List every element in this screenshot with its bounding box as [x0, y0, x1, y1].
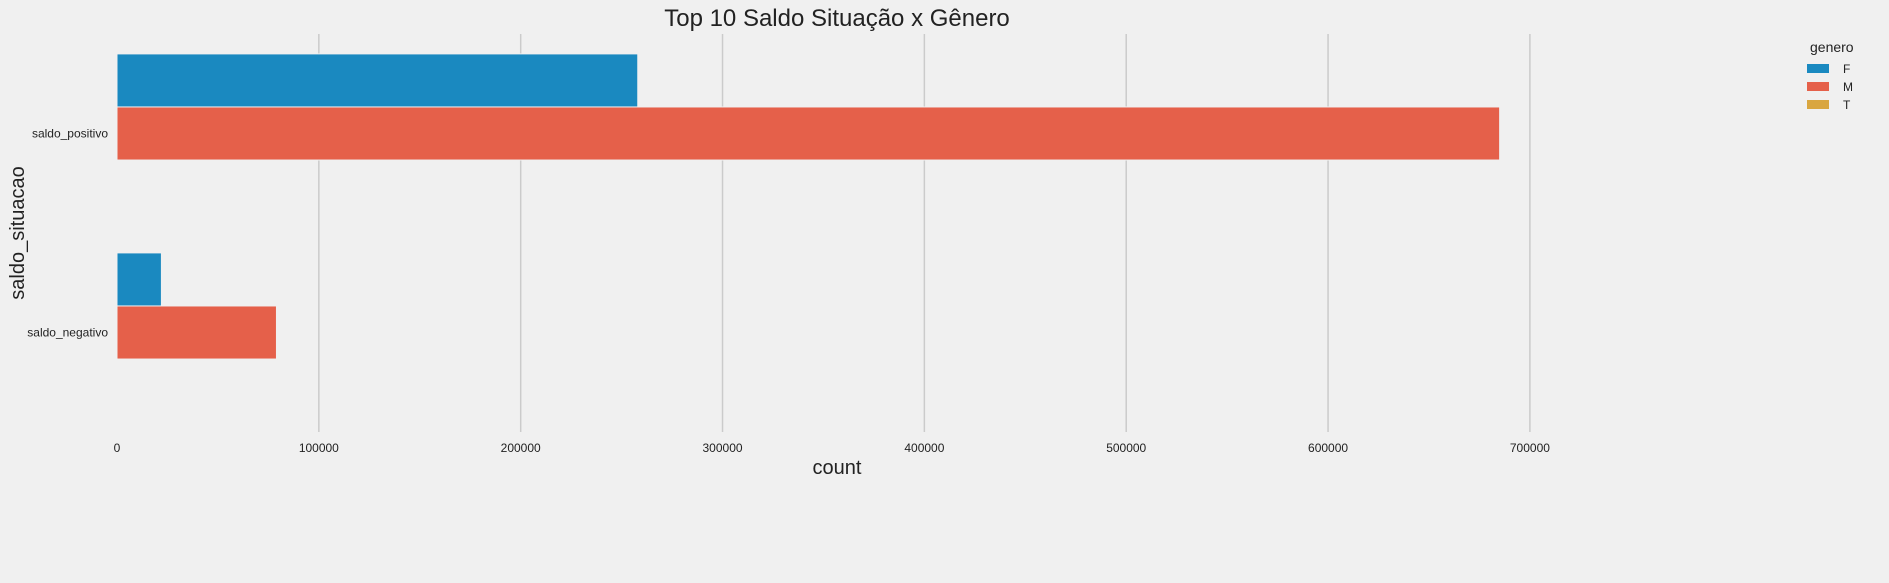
- legend-label: M: [1843, 80, 1853, 94]
- bar-M-saldo_positivo: [116, 106, 1501, 161]
- x-axis-label: count: [813, 457, 862, 479]
- legend-label: F: [1843, 62, 1850, 76]
- x-tick-labels: 0 100000 200000 300000 400000 500000 600000 700…: [114, 441, 1551, 455]
- y-tick-labels: saldo_positivo saldo_negativo: [27, 127, 108, 340]
- bar-M-saldo_negativo: [116, 305, 277, 360]
- x-tick-label: 400000: [904, 441, 944, 455]
- bars: [116, 53, 1501, 360]
- legend-swatch: [1807, 82, 1829, 91]
- x-tick-label: 200000: [501, 441, 541, 455]
- x-tick-label: 0: [114, 441, 121, 455]
- x-tick-label: 300000: [703, 441, 743, 455]
- x-tick-label: 100000: [299, 441, 339, 455]
- y-tick-label: saldo_negativo: [27, 326, 108, 340]
- x-tick-label: 700000: [1510, 441, 1550, 455]
- y-axis-label: saldo_situacao: [7, 166, 29, 299]
- bar-F-saldo_positivo: [116, 53, 639, 108]
- legend-swatch: [1807, 64, 1829, 73]
- legend-title: genero: [1810, 39, 1854, 55]
- x-tick-label: 600000: [1308, 441, 1348, 455]
- legend-swatch: [1807, 100, 1829, 109]
- legend: genero FMT: [1807, 39, 1854, 112]
- y-tick-label: saldo_positivo: [32, 127, 108, 141]
- chart-title: Top 10 Saldo Situação x Gênero: [664, 5, 1010, 32]
- legend-label: T: [1843, 98, 1851, 112]
- x-tick-label: 500000: [1106, 441, 1146, 455]
- bar-F-saldo_negativo: [116, 252, 162, 307]
